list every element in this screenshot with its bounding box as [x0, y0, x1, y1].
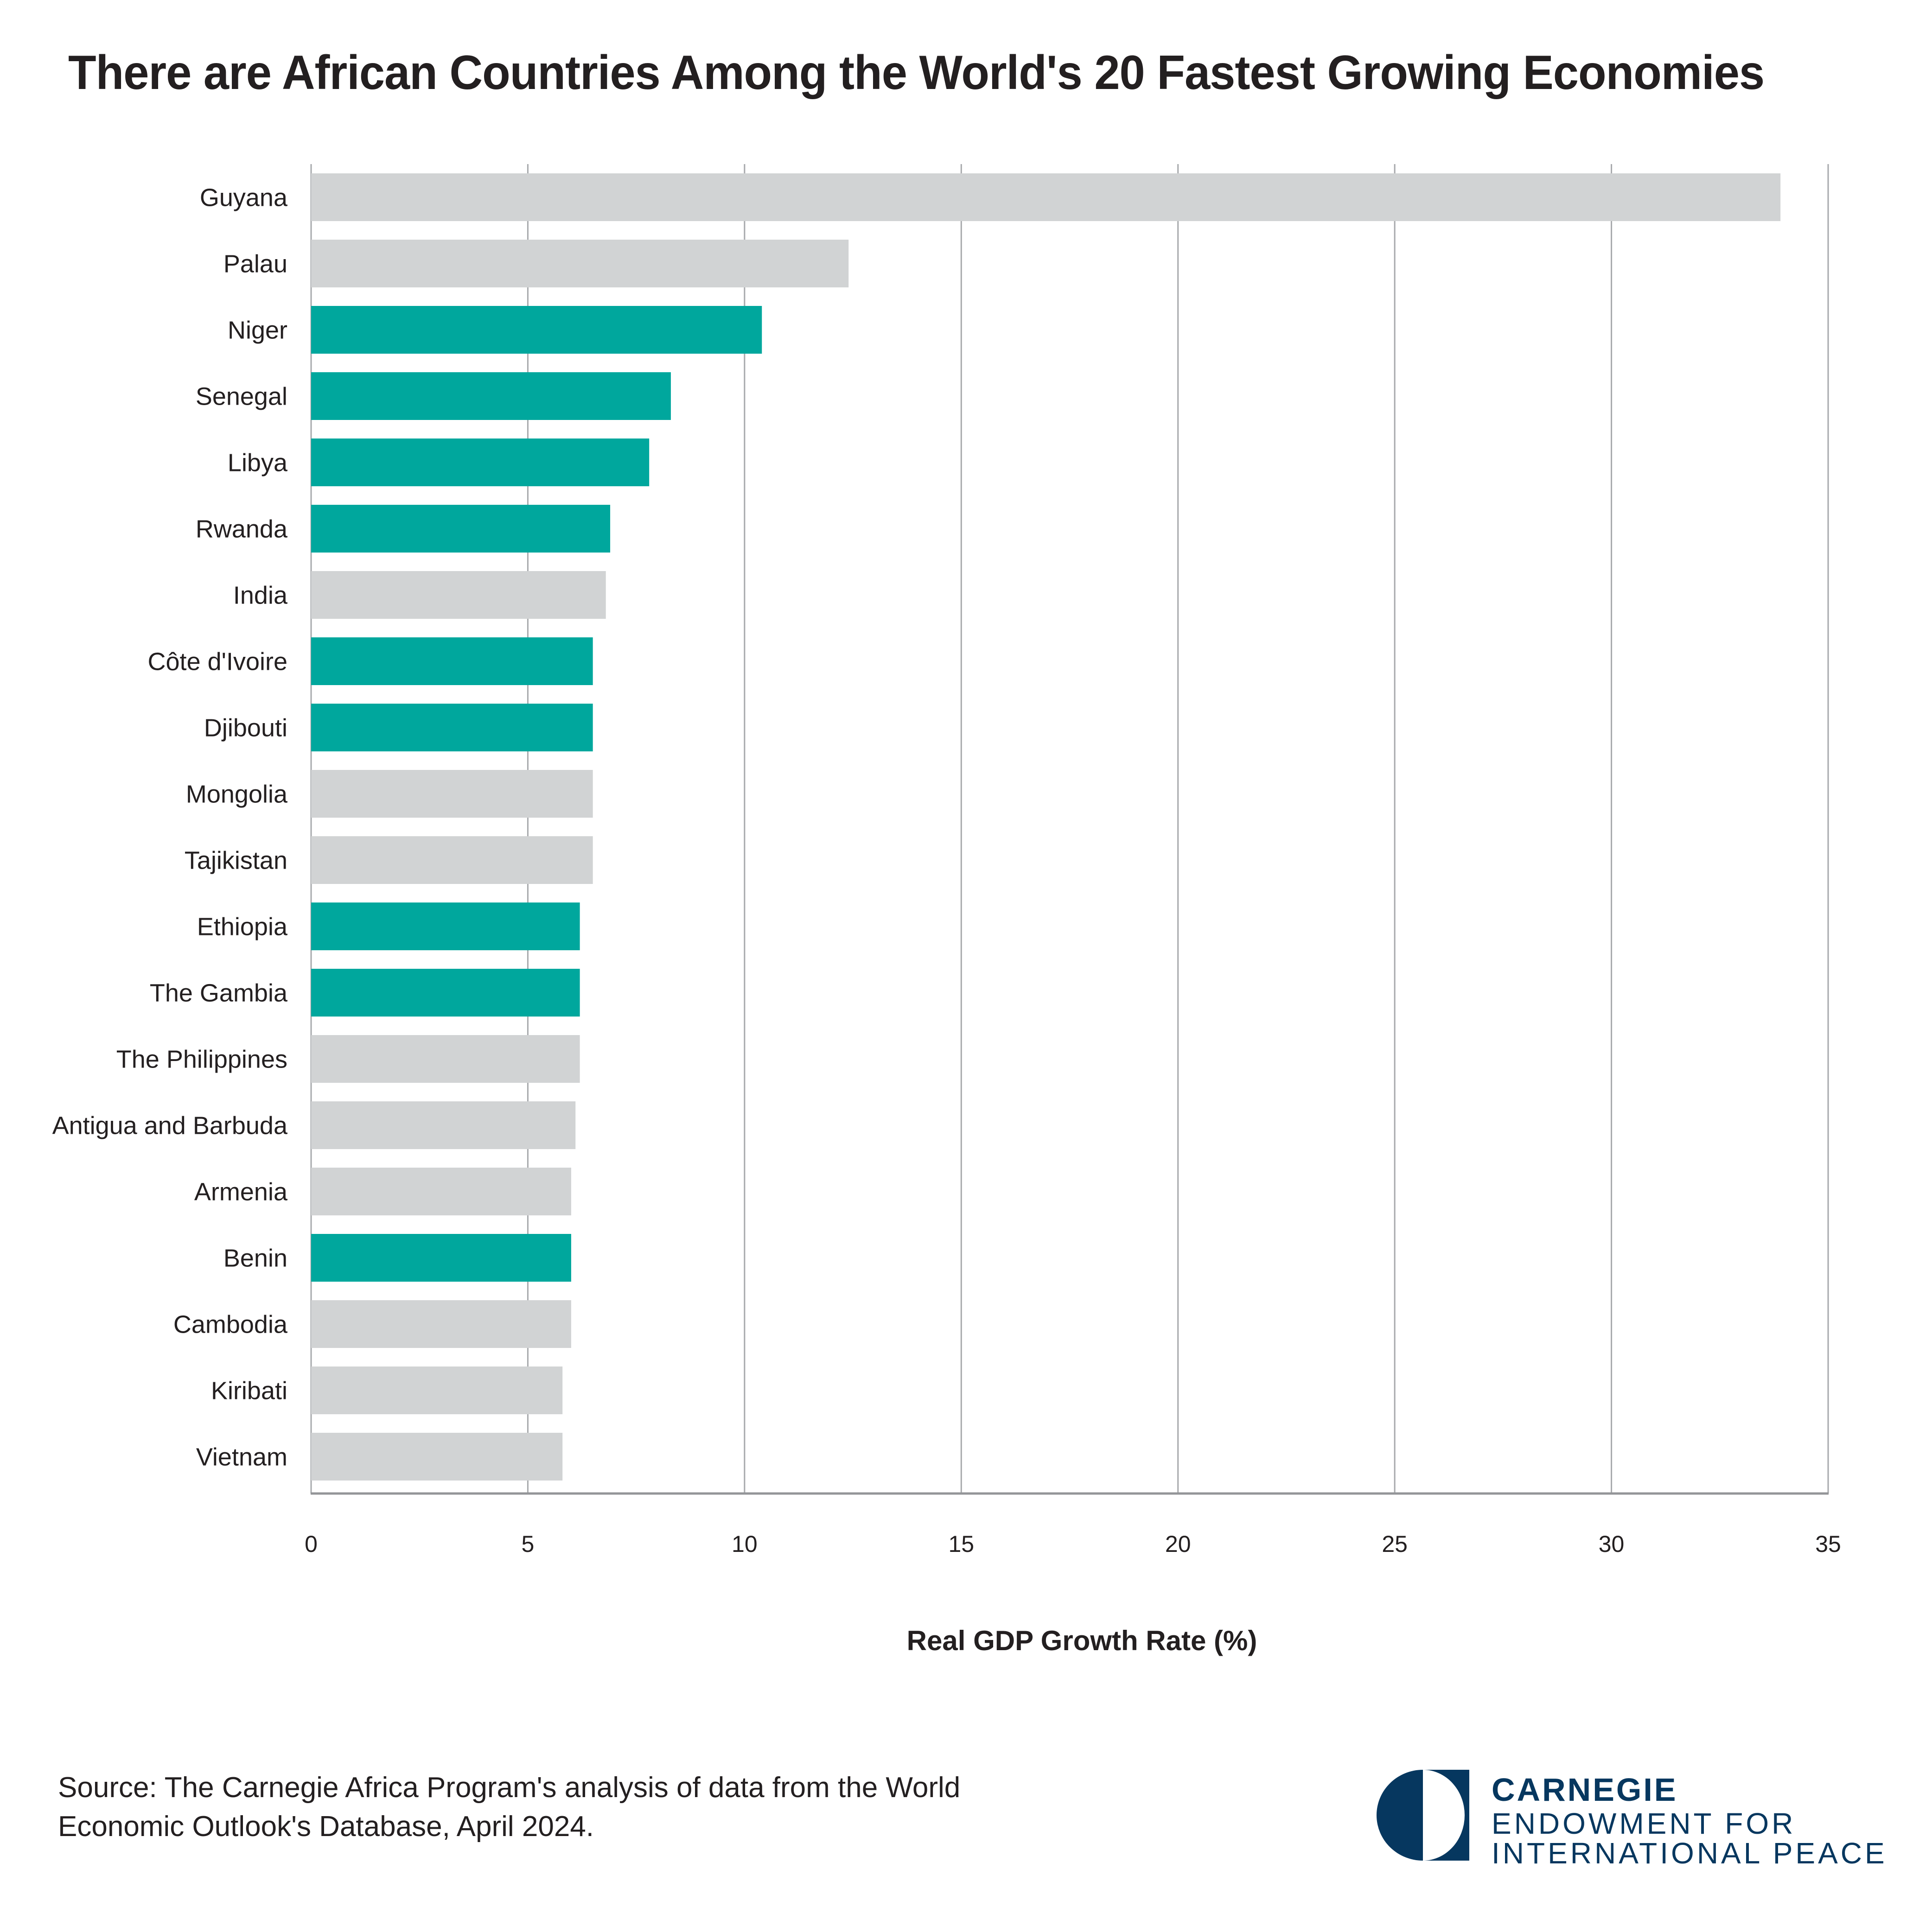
- x-axis-title-wrap: Real GDP Growth Rate (%): [0, 1625, 1932, 1657]
- source-note: Source: The Carnegie Africa Program's an…: [58, 1768, 1171, 1846]
- category-label: Antigua and Barbuda: [52, 1112, 288, 1140]
- carnegie-logo: CARNEGIE ENDOWMENT FOR INTERNATIONAL PEA…: [1377, 1770, 1910, 1868]
- bar-guyana: [311, 173, 1781, 221]
- category-label: Benin: [223, 1245, 287, 1272]
- bar-rwanda: [311, 505, 611, 553]
- category-label: Mongolia: [186, 781, 288, 808]
- source-line-2: Economic Outlook's Database, April 2024.: [58, 1811, 594, 1843]
- x-tick-label: 25: [1382, 1531, 1408, 1557]
- category-label: Guyana: [200, 184, 288, 212]
- bar-djibouti: [311, 704, 593, 751]
- carnegie-logo-mark-icon: [1377, 1770, 1469, 1861]
- bars: [311, 173, 1781, 1481]
- category-label: The Gambia: [150, 979, 288, 1007]
- category-label: Vietnam: [196, 1443, 287, 1471]
- bar-cambodia: [311, 1300, 571, 1348]
- category-label: Libya: [228, 449, 288, 477]
- source-line-1: Source: The Carnegie Africa Program's an…: [58, 1772, 961, 1804]
- bar-libya: [311, 439, 650, 486]
- category-label: Kiribati: [211, 1377, 287, 1405]
- bar-senegal: [311, 372, 671, 420]
- category-label: India: [233, 582, 288, 610]
- bar-kiribati: [311, 1366, 563, 1414]
- x-tick-label: 30: [1599, 1531, 1625, 1557]
- bar-ethiopia: [311, 902, 580, 950]
- x-axis-title: Real GDP Growth Rate (%): [906, 1625, 1257, 1656]
- category-label: The Philippines: [116, 1046, 287, 1074]
- category-label: Côte d'Ivoire: [148, 648, 287, 676]
- bar-the-gambia: [311, 969, 580, 1017]
- chart-title: There are African Countries Among the Wo…: [68, 46, 1765, 100]
- bar-mongolia: [311, 770, 593, 818]
- category-label: Niger: [228, 317, 287, 344]
- category-label: Senegal: [196, 383, 287, 411]
- logo-line-3: INTERNATIONAL PEACE: [1492, 1837, 1887, 1870]
- bar-benin: [311, 1234, 571, 1282]
- category-label: Tajikistan: [185, 847, 287, 875]
- bar-chart: Guyana Palau Niger Senegal Libya Rwanda India C…: [52, 164, 1841, 1557]
- bar-armenia: [311, 1168, 571, 1215]
- category-label: Armenia: [194, 1178, 288, 1206]
- category-label: Djibouti: [204, 714, 287, 742]
- x-tick-label: 15: [948, 1531, 974, 1557]
- bar-antigua-and-barbuda: [311, 1101, 576, 1149]
- bar-palau: [311, 240, 849, 287]
- x-tick-label: 35: [1815, 1531, 1841, 1557]
- gridlines: [310, 164, 1829, 1493]
- bar-c-te-d-ivoire: [311, 637, 593, 685]
- x-tick-label: 5: [522, 1531, 535, 1557]
- category-label: Cambodia: [173, 1311, 288, 1339]
- category-label: Ethiopia: [197, 913, 288, 941]
- x-tick-label: 20: [1165, 1531, 1191, 1557]
- bar-india: [311, 571, 606, 619]
- logo-line-2: ENDOWMENT FOR: [1492, 1807, 1796, 1840]
- logo-line-1: CARNEGIE: [1492, 1772, 1678, 1808]
- bar-niger: [311, 306, 762, 354]
- category-label: Rwanda: [196, 515, 288, 543]
- bar-tajikistan: [311, 836, 593, 884]
- category-label: Palau: [223, 250, 287, 278]
- category-labels: Guyana Palau Niger Senegal Libya Rwanda India C…: [52, 184, 288, 1471]
- bar-the-philippines: [311, 1035, 580, 1083]
- bar-vietnam: [311, 1433, 563, 1481]
- x-tick-label: 10: [732, 1531, 758, 1557]
- x-tick-labels: 0 5 10 15 20 25 30 35: [305, 1531, 1841, 1557]
- x-tick-label: 0: [305, 1531, 318, 1557]
